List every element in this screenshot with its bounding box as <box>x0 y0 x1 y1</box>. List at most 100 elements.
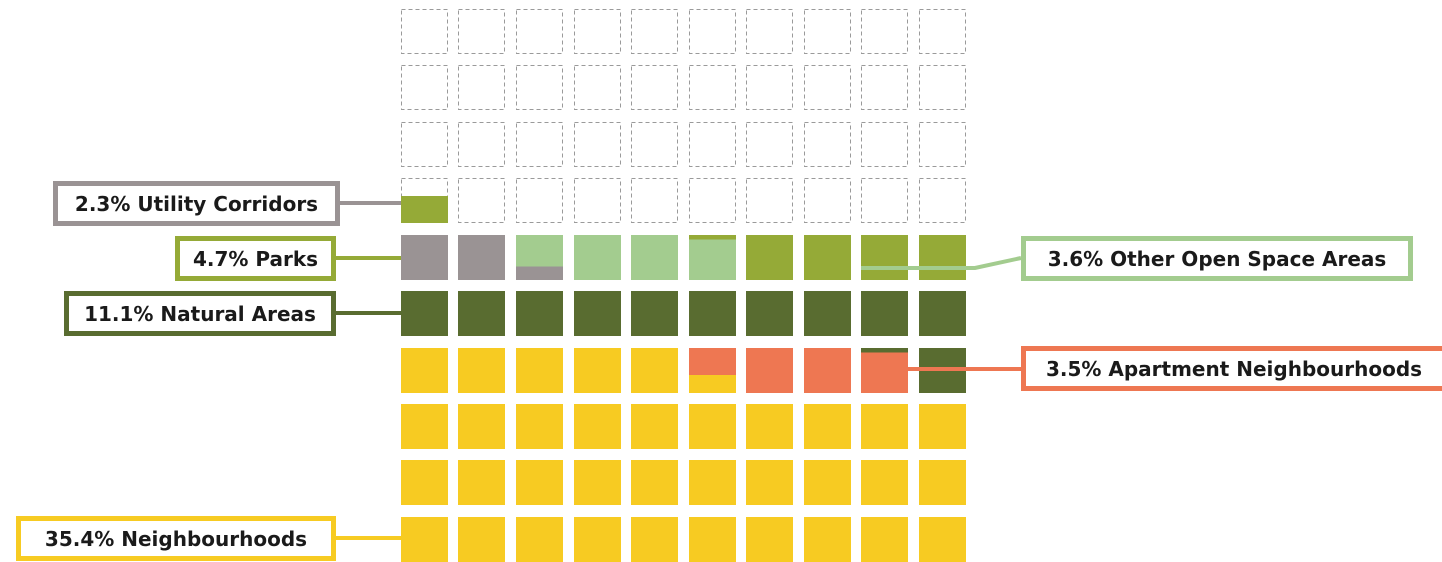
empty-cell <box>631 178 678 223</box>
empty-cell <box>516 9 563 54</box>
waffle-cell-parks <box>746 235 793 280</box>
waffle-cell-natural-areas <box>804 291 851 336</box>
waffle-cell-neighbourhoods <box>861 460 908 505</box>
empty-cell <box>804 178 851 223</box>
empty-cell <box>401 122 448 167</box>
empty-cell <box>516 65 563 110</box>
waffle-cell-neighbourhoods <box>458 404 505 449</box>
empty-cell <box>631 9 678 54</box>
waffle-cell-neighbourhoods <box>689 375 736 393</box>
empty-cell <box>631 122 678 167</box>
waffle-cell-neighbourhoods <box>919 517 966 562</box>
waffle-cell-neighbourhoods <box>631 404 678 449</box>
waffle-cell-parks <box>919 235 966 280</box>
connector-other-open-space-areas <box>861 256 1022 270</box>
empty-cell <box>574 9 621 54</box>
label-neighbourhoods: 35.4% Neighbourhoods <box>16 516 336 561</box>
waffle-cell-apartment-neighbourhoods <box>689 348 736 375</box>
waffle-cell-utility-corridors <box>516 266 563 280</box>
waffle-cell-natural-areas <box>631 291 678 336</box>
empty-cell <box>804 9 851 54</box>
empty-cell <box>401 65 448 110</box>
waffle-cell-natural-areas <box>458 291 505 336</box>
waffle-cell-neighbourhoods <box>574 348 621 393</box>
empty-cell <box>458 9 505 54</box>
waffle-cell-neighbourhoods <box>631 517 678 562</box>
waffle-cell-other-open-space-areas <box>631 235 678 280</box>
empty-cell <box>746 65 793 110</box>
empty-cell <box>919 178 966 223</box>
waffle-cell-neighbourhoods <box>516 404 563 449</box>
empty-cell <box>689 65 736 110</box>
waffle-cell-neighbourhoods <box>861 404 908 449</box>
waffle-cell-natural-areas <box>919 291 966 336</box>
waffle-cell-utility-corridors <box>401 235 448 280</box>
waffle-cell-other-open-space-areas <box>516 235 563 267</box>
empty-cell <box>631 65 678 110</box>
label-other-open-space-areas: 3.6% Other Open Space Areas <box>1021 236 1413 281</box>
waffle-cell-neighbourhoods <box>574 460 621 505</box>
waffle-cell-neighbourhoods <box>746 404 793 449</box>
waffle-cell-apartment-neighbourhoods <box>746 348 793 393</box>
empty-cell <box>689 178 736 223</box>
waffle-cell-apartment-neighbourhoods <box>861 352 908 393</box>
label-parks: 4.7% Parks <box>175 236 336 281</box>
waffle-cell-neighbourhoods <box>516 517 563 562</box>
empty-cell <box>516 122 563 167</box>
waffle-cell-neighbourhoods <box>861 517 908 562</box>
waffle-cell-neighbourhoods <box>458 348 505 393</box>
waffle-cell-parks <box>804 235 851 280</box>
empty-cell <box>458 65 505 110</box>
empty-cell <box>574 178 621 223</box>
waffle-cell-neighbourhoods <box>401 404 448 449</box>
empty-cell <box>574 65 621 110</box>
waffle-cell-natural-areas <box>574 291 621 336</box>
empty-cells <box>401 9 966 223</box>
empty-cell <box>861 122 908 167</box>
empty-cell <box>919 65 966 110</box>
empty-cell <box>689 9 736 54</box>
waffle-cell-neighbourhoods <box>631 460 678 505</box>
waffle-cell-natural-areas <box>861 291 908 336</box>
waffle-cell-neighbourhoods <box>401 460 448 505</box>
waffle-cell-natural-areas <box>401 291 448 336</box>
label-connectors <box>336 201 1022 540</box>
waffle-cell-neighbourhoods <box>574 404 621 449</box>
waffle-cell-neighbourhoods <box>458 517 505 562</box>
empty-cell <box>861 65 908 110</box>
waffle-cell-neighbourhoods <box>746 517 793 562</box>
waffle-cell-neighbourhoods <box>804 404 851 449</box>
empty-cell <box>458 178 505 223</box>
waffle-cell-other-open-space-areas <box>574 235 621 280</box>
empty-cell <box>919 9 966 54</box>
waffle-cell-neighbourhoods <box>919 404 966 449</box>
waffle-cell-natural-areas <box>746 291 793 336</box>
label-utility-corridors: 2.3% Utility Corridors <box>53 181 340 226</box>
waffle-cell-parks <box>689 235 736 240</box>
empty-cell <box>746 178 793 223</box>
empty-cell <box>804 65 851 110</box>
waffle-cell-other-open-space-areas <box>689 239 736 280</box>
empty-cell <box>746 122 793 167</box>
empty-cell <box>689 122 736 167</box>
waffle-cell-neighbourhoods <box>516 348 563 393</box>
label-natural-areas: 11.1% Natural Areas <box>64 291 336 336</box>
waffle-cell-natural-areas <box>516 291 563 336</box>
filled-cells <box>401 196 966 562</box>
waffle-cell-neighbourhoods <box>746 460 793 505</box>
waffle-cell-apartment-neighbourhoods <box>804 348 851 393</box>
waffle-cell-utility-corridors <box>458 235 505 280</box>
empty-cell <box>861 178 908 223</box>
waffle-cell-neighbourhoods <box>804 460 851 505</box>
waffle-cell-parks <box>401 196 448 223</box>
waffle-cell-neighbourhoods <box>689 404 736 449</box>
empty-cell <box>861 9 908 54</box>
label-apartment-neighbourhoods: 3.5% Apartment Neighbourhoods <box>1021 346 1442 391</box>
waffle-cell-natural-areas <box>689 291 736 336</box>
waffle-cell-neighbourhoods <box>574 517 621 562</box>
waffle-cell-neighbourhoods <box>804 517 851 562</box>
waffle-cell-parks <box>861 235 908 280</box>
waffle-cell-neighbourhoods <box>516 460 563 505</box>
waffle-cell-neighbourhoods <box>458 460 505 505</box>
